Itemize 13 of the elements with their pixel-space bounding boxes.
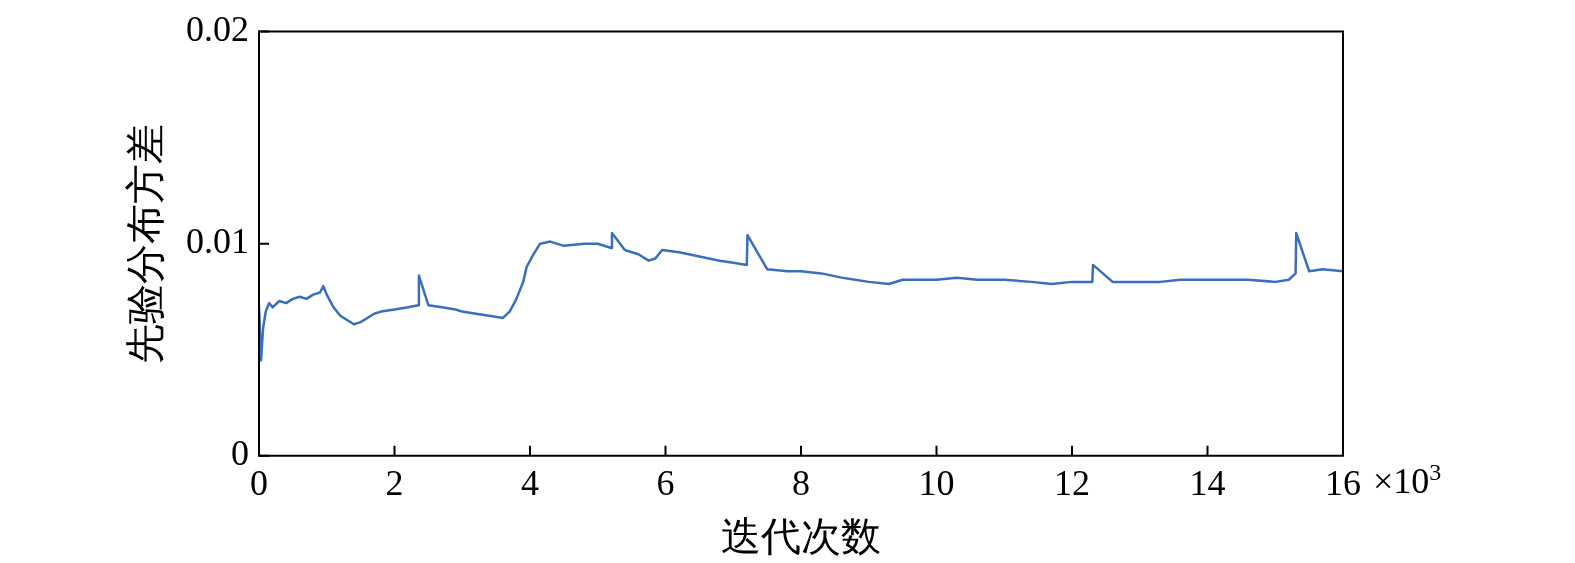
- y-axis-title: 先验分布方差: [122, 123, 168, 364]
- x-tick-label: 16: [1325, 462, 1361, 503]
- x-tick-label: 6: [656, 462, 675, 503]
- y-tick-label: 0.01: [186, 221, 249, 262]
- y-tick-label: 0: [231, 433, 249, 474]
- x-tick-label: 4: [521, 462, 539, 503]
- x-tick-label: 12: [1054, 462, 1090, 503]
- x-tick-label: 14: [1189, 462, 1226, 503]
- y-tick-label: 0.02: [186, 9, 249, 50]
- x-tick-label: 2: [385, 462, 404, 503]
- x-tick-label: 10: [918, 462, 955, 503]
- x-axis-title: 迭代次数: [721, 513, 881, 559]
- x-tick-label: 8: [792, 462, 810, 503]
